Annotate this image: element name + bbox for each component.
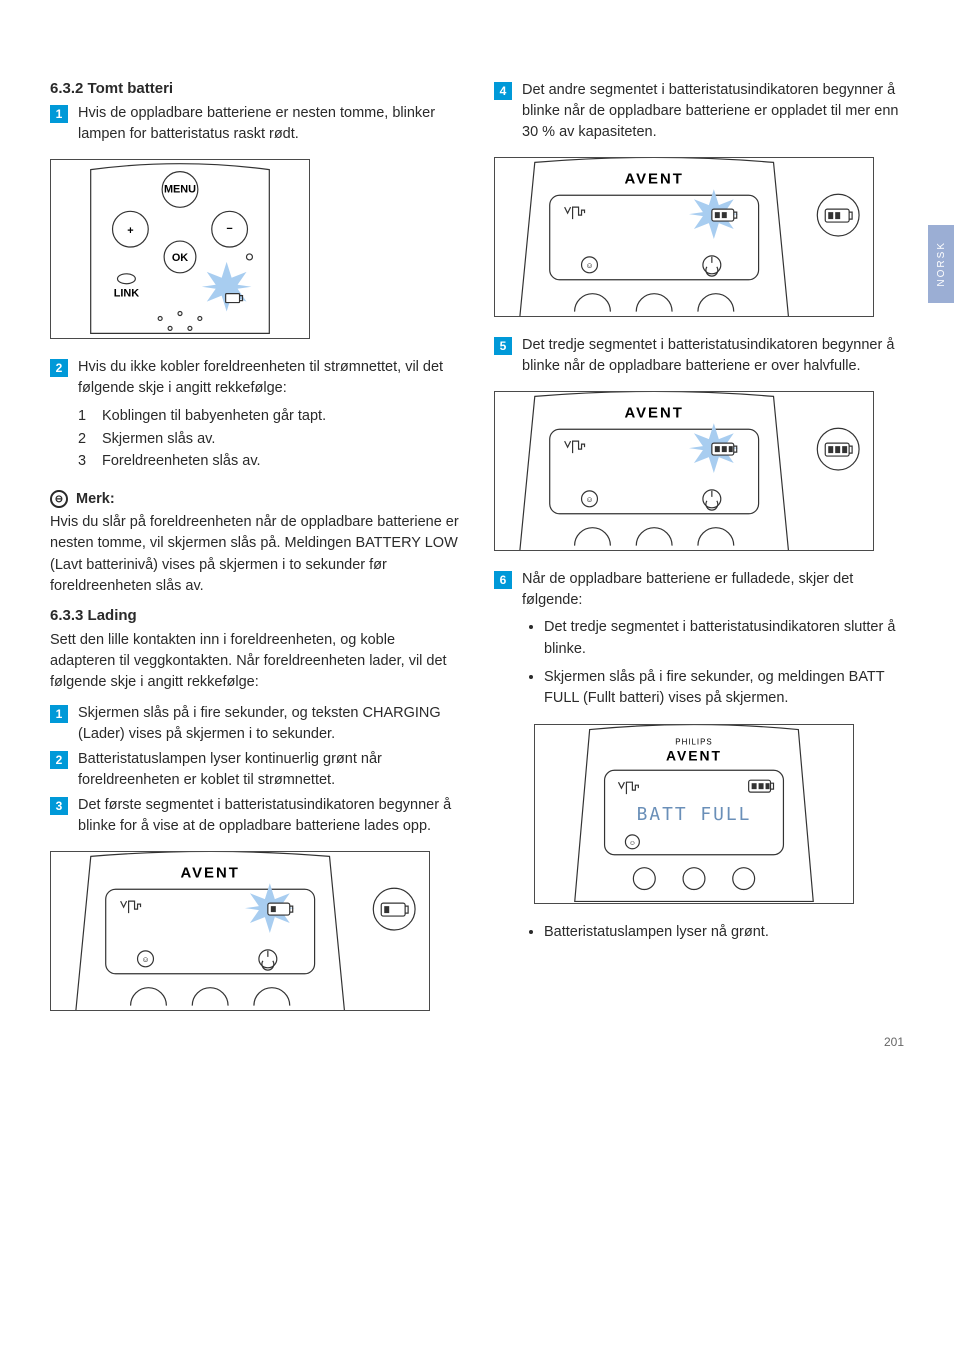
left-column: 6.3.2 Tomt batteri 1 Hvis de oppladbare … [50, 80, 460, 1029]
brand-3: AVENT [624, 404, 683, 421]
brand-4: AVENT [666, 747, 722, 763]
page: 6.3.2 Tomt batteri 1 Hvis de oppladbare … [0, 0, 954, 1069]
note-body: Hvis du slår på foreldreenheten når de o… [50, 512, 460, 596]
step-2: 2 Hvis du ikke kobler foreldreenheten ti… [50, 357, 460, 399]
bullet-1: Det tredje segmentet i batteristatusindi… [544, 617, 904, 661]
right-column: 4 Det andre segmentet i batteristatusind… [494, 80, 904, 1029]
bullet-2: Skjermen slås på i fire sekunder, og mel… [544, 667, 904, 711]
brand-1: AVENT [180, 864, 239, 881]
step-2-sublist: 1Koblingen til babyenheten går tapt. 2Sk… [78, 405, 460, 472]
rstep-6-bullets: Det tredje segmentet i batteristatusindi… [544, 617, 904, 710]
lstep-2: 2 Batteristatuslampen lyser kontinuerlig… [50, 749, 460, 791]
page-number: 201 [884, 1035, 904, 1049]
step-1: 1 Hvis de oppladbare batteriene er neste… [50, 103, 460, 145]
final-bullet-list: Batteristatuslampen lyser nå grønt. [544, 922, 904, 944]
note-icon: ⊖ [50, 490, 68, 508]
svg-text:☺: ☺ [141, 955, 149, 964]
lstep-3: 3 Det første segmentet i batteristatusin… [50, 795, 460, 837]
sub-2: Skjermen slås av. [102, 428, 215, 450]
link-label: LINK [114, 288, 140, 300]
rbadge-6: 6 [494, 571, 512, 589]
lading-intro: Sett den lille kontakten inn i foreldree… [50, 630, 460, 693]
lstep-1: 1 Skjermen slås på i fire sekunder, og t… [50, 703, 460, 745]
lbadge-3: 3 [50, 797, 68, 815]
heading-633: 6.3.3 Lading [50, 607, 460, 624]
svg-text:☺: ☺ [585, 495, 593, 504]
rstep-6-text: Når de oppladbare batteriene er fulladed… [522, 569, 904, 611]
svg-text:−: − [226, 223, 232, 235]
lstep-3-text: Det første segmentet i batteristatusindi… [78, 795, 460, 837]
note-label: Merk: [76, 491, 115, 507]
badge-2: 2 [50, 359, 68, 377]
rstep-5: 5 Det tredje segmentet i batteristatusin… [494, 335, 904, 377]
rstep-4: 4 Det andre segmentet i batteristatusind… [494, 80, 904, 143]
figure-device-seg1: AVENT ☺ [50, 851, 430, 1011]
rstep-6: 6 Når de oppladbare batteriene er fullad… [494, 569, 904, 611]
svg-text:☺: ☺ [585, 261, 593, 270]
brand-2: AVENT [624, 170, 683, 187]
step-2-text: Hvis du ikke kobler foreldreenheten til … [78, 357, 460, 399]
final-bullet: Batteristatuslampen lyser nå grønt. [544, 922, 904, 944]
svg-text:☺: ☺ [629, 840, 636, 847]
rbadge-5: 5 [494, 337, 512, 355]
ok-label: OK [172, 252, 188, 264]
step-1-text: Hvis de oppladbare batteriene er nesten … [78, 103, 460, 145]
lbadge-1: 1 [50, 705, 68, 723]
menu-label: MENU [164, 183, 196, 195]
figure-device-seg3: AVENT ☺ [494, 391, 874, 551]
figure-batt-full: PHILIPS AVENT BATT FULL ☺ [534, 724, 854, 904]
badge-1: 1 [50, 105, 68, 123]
figure-device-seg2: AVENT ☺ [494, 157, 874, 317]
figure-control-panel: MENU + − OK LINK [50, 159, 310, 339]
sub-3: Foreldreenheten slås av. [102, 450, 261, 472]
rbadge-4: 4 [494, 82, 512, 100]
svg-text:+: + [127, 225, 133, 237]
lbadge-2: 2 [50, 751, 68, 769]
note-heading: ⊖ Merk: [50, 490, 460, 508]
sub-1: Koblingen til babyenheten går tapt. [102, 405, 326, 427]
batt-full-text: BATT FULL [637, 804, 752, 825]
heading-632: 6.3.2 Tomt batteri [50, 80, 460, 97]
rstep-5-text: Det tredje segmentet i batteristatusindi… [522, 335, 904, 377]
rstep-4-text: Det andre segmentet i batteristatusindik… [522, 80, 904, 143]
lstep-1-text: Skjermen slås på i fire sekunder, og tek… [78, 703, 460, 745]
lstep-2-text: Batteristatuslampen lyser kontinuerlig g… [78, 749, 460, 791]
philips-label: PHILIPS [675, 738, 712, 747]
